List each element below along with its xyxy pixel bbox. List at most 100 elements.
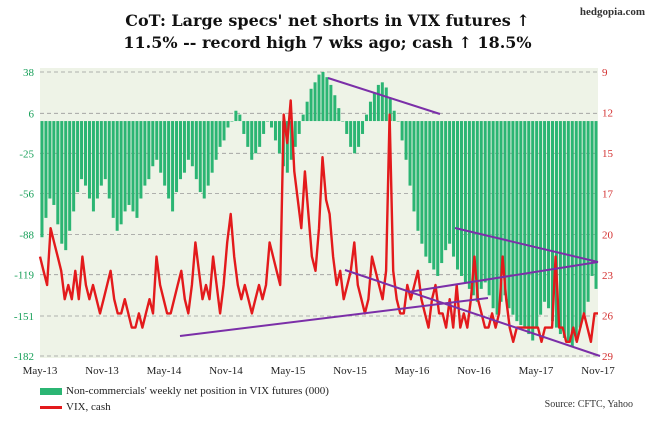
bar — [246, 121, 250, 147]
chart-title-line1: CoT: Large specs' net shorts in VIX futu… — [125, 11, 530, 30]
x-tick-label: Nov-14 — [209, 365, 243, 377]
legend: Non-commercials' weekly net position in … — [40, 383, 329, 415]
bar — [364, 114, 368, 122]
bar — [337, 108, 341, 122]
x-tick-label: May-15 — [271, 365, 306, 377]
bar — [325, 77, 329, 122]
bar — [511, 121, 515, 315]
bar — [293, 121, 297, 147]
bar — [313, 82, 317, 122]
bar — [420, 121, 424, 244]
bar — [535, 121, 539, 328]
bar — [487, 121, 491, 296]
bar — [467, 121, 471, 289]
bar — [64, 121, 68, 251]
bar — [543, 121, 547, 302]
bar — [40, 121, 44, 238]
bar — [147, 121, 151, 180]
bar — [277, 121, 281, 154]
bar — [111, 121, 115, 218]
bar — [285, 121, 289, 173]
bar — [483, 121, 487, 283]
bar — [273, 121, 277, 141]
x-tick-label: Nov-16 — [457, 365, 491, 377]
bar — [91, 121, 95, 212]
bar — [448, 121, 452, 244]
bar — [368, 101, 372, 122]
bar — [586, 121, 590, 302]
x-tick-label: Nov-13 — [85, 365, 119, 377]
bar — [499, 121, 503, 302]
bar — [531, 121, 535, 341]
bar — [574, 121, 578, 341]
x-tick-label: May-16 — [395, 365, 430, 377]
bar — [396, 121, 400, 122]
bar — [345, 121, 349, 134]
bar — [171, 121, 175, 212]
bar — [52, 121, 56, 205]
bar — [99, 121, 103, 186]
bar — [198, 121, 202, 193]
bar — [238, 114, 242, 122]
bar — [341, 121, 345, 122]
bar — [456, 121, 460, 270]
bar — [412, 121, 416, 212]
bar — [562, 121, 566, 338]
bar — [479, 121, 483, 289]
bar — [305, 101, 309, 122]
trend-line — [179, 297, 489, 337]
bar — [459, 121, 463, 276]
bar — [155, 121, 159, 160]
bar — [234, 110, 238, 122]
bar — [127, 121, 131, 205]
bar — [182, 121, 186, 173]
bar — [159, 121, 163, 173]
bar — [392, 110, 396, 122]
bar — [95, 121, 99, 199]
bar — [400, 121, 404, 141]
right-tick-label: 26 — [602, 310, 614, 322]
left-tick-label: -119 — [14, 270, 34, 282]
bar — [376, 84, 380, 122]
legend-label-bars: Non-commercials' weekly net position in … — [66, 385, 329, 397]
right-tick-label: 9 — [602, 67, 608, 79]
right-tick-label: 17 — [602, 189, 614, 201]
bar — [135, 121, 139, 218]
bar — [250, 121, 254, 160]
legend-item-line: VIX, cash — [40, 399, 329, 415]
bar — [218, 121, 222, 147]
bar — [357, 121, 361, 147]
bar — [436, 121, 440, 276]
bar — [554, 121, 558, 328]
bar — [558, 121, 562, 335]
legend-swatch-line — [40, 405, 62, 409]
bar — [222, 121, 226, 141]
bar — [523, 121, 527, 328]
bar — [210, 121, 214, 173]
bar — [495, 121, 499, 315]
bar — [103, 121, 107, 180]
bar — [266, 121, 270, 122]
bar — [60, 121, 64, 244]
right-tick-label: 29 — [602, 351, 614, 363]
bar — [444, 121, 448, 251]
bar — [143, 121, 147, 186]
bar — [594, 121, 598, 289]
bar — [56, 121, 60, 225]
x-tick-label: May-13 — [23, 365, 58, 377]
bar — [178, 121, 182, 180]
bar — [550, 121, 554, 322]
bar — [515, 121, 519, 322]
bar — [503, 121, 507, 296]
bar — [527, 121, 531, 335]
bar — [408, 121, 412, 186]
bar — [270, 121, 274, 128]
bar — [333, 95, 337, 122]
bar — [309, 88, 313, 122]
chart-title: CoT: Large specs' net shorts in VIX futu… — [0, 10, 655, 54]
bar — [475, 121, 479, 302]
x-tick-label: Nov-15 — [333, 365, 367, 377]
bar — [186, 121, 190, 160]
left-tick-label: 38 — [23, 67, 35, 79]
